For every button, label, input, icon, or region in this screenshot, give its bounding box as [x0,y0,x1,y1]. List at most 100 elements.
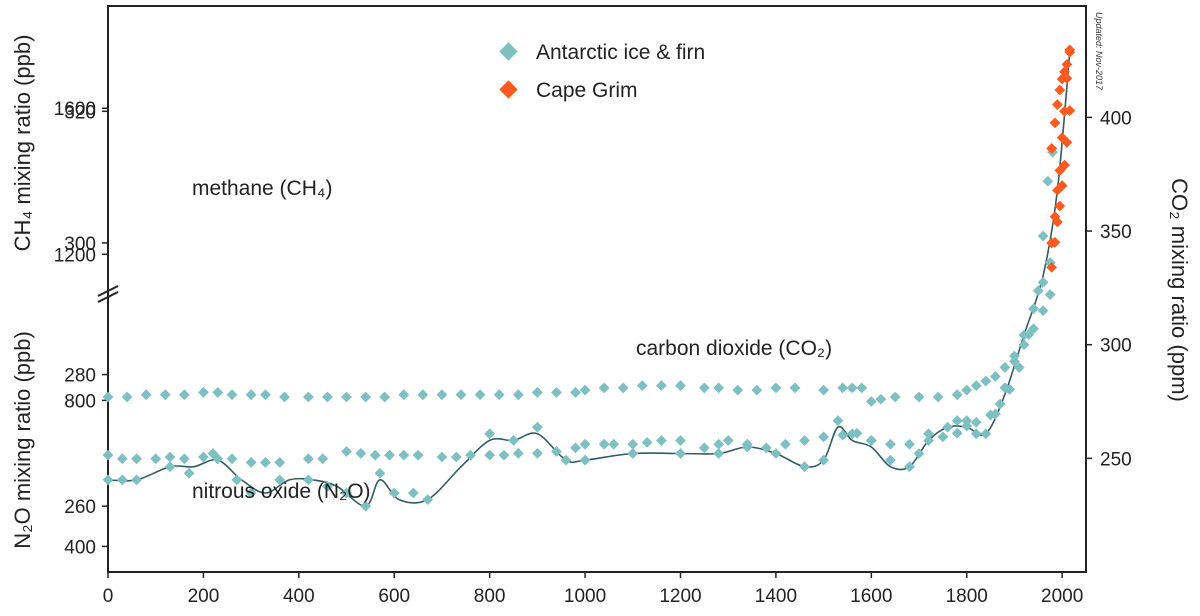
ice-co2-point [837,382,849,394]
series-label-ch4: methane (CH₄) [192,177,332,200]
ice-co2-point [818,384,830,396]
ice-co2-point [913,391,925,403]
n2o-trend-line [107,52,1071,507]
ice-co2-point [455,389,467,401]
ice-ch4-point [226,453,238,465]
ice-co2-point [512,389,524,401]
x-tick-label: 1000 [564,586,606,607]
n2o-axis-label: N₂O mixing ratio (ppb) [10,331,35,549]
ice-ch4-point [698,442,710,454]
ice-ch4-point [641,436,653,448]
ice-co2-point [636,380,648,392]
ice-co2-point [1044,289,1056,301]
ice-co2-point [102,391,114,403]
ice-ch4-point [579,438,591,450]
x-tick-label: 1600 [850,586,892,607]
ice-co2-point [598,382,610,394]
ice-n2o-point [951,415,963,427]
ice-co2-point [1037,305,1049,316]
ice-n2o-point [341,487,352,499]
ice-co2-point [846,382,858,394]
ice-n2o-point [980,428,992,440]
x-tick-label: 0 [103,586,114,607]
ice-ch4-point [780,438,791,450]
cape-grim-co2-point [1061,136,1073,148]
axis-break-mark [97,285,119,303]
cape-grim-n2o-point [1059,105,1070,117]
ice-ch4-point [450,451,462,463]
ice-ch4-point [131,453,143,465]
ice-ch4-point [598,438,610,450]
ch4-tick-label: 400 [64,537,96,558]
ice-ch4-point [164,451,176,463]
ice-co2-point [865,396,877,407]
ice-co2-point [226,389,238,401]
ice-n2o-point [770,448,782,459]
co2-tick-label: 250 [1100,449,1132,470]
ice-ch4-point [970,416,982,428]
ice-n2o-point [560,454,572,466]
ice-n2o-point [422,494,434,506]
ice-n2o-point [1009,355,1020,367]
n2o-tick-label: 260 [64,497,96,518]
ice-ch4-point [150,453,162,465]
ice-co2-point [159,389,171,401]
ice-n2o-point [388,487,400,499]
plot-frame [107,5,1087,573]
ice-co2-point [999,362,1011,373]
ice-n2o-point [274,474,286,486]
ice-n2o-point [832,415,844,427]
ice-co2-point [970,380,982,392]
ice-ch4-point [260,457,271,468]
ice-n2o-point [627,448,639,459]
ice-co2-point [675,380,686,392]
n2o-tick-label: 280 [64,366,96,387]
series-label-co2: carbon dioxide (CO₂) [636,337,832,360]
ice-co2-point [212,387,224,398]
ice-co2-point [178,389,190,401]
ice-ch4-point [274,457,286,468]
cape-grim-n2o-point [1046,237,1058,249]
ice-co2-point [360,391,372,403]
ice-n2o-point [865,434,877,446]
cape-grim-co2-point [1054,200,1066,212]
ice-ch4-point [994,398,1006,410]
ice-n2o-point [970,428,982,440]
ice-co2-point [617,382,629,394]
ice-n2o-point [508,434,519,446]
ice-n2o-point [942,421,954,433]
ice-ch4-point [341,446,352,457]
ice-n2o-point [360,500,372,512]
ice-co2-point [551,387,562,398]
ice-co2-point [656,380,667,392]
ice-ch4-point [384,449,395,461]
ice-n2o-point [322,481,333,492]
ice-co2-point [245,389,257,401]
co2-axis-ticks: 250 300 350 400 [1086,108,1132,470]
ice-ch4-point [102,449,114,461]
cape-grim-co2-point [1046,262,1058,273]
ch4-tick-label: 800 [64,391,96,412]
ice-n2o-point [531,421,543,433]
ice-co2-point [789,382,801,394]
ice-co2-point [398,389,410,401]
ice-ch4-point [302,453,314,465]
ice-n2o-point [1037,277,1049,288]
ice-co2-point [198,387,209,398]
ice-co2-point [732,384,744,396]
cape-grim-ch4-point [1051,99,1063,110]
x-tick-label: 1400 [755,586,797,607]
ice-n2o-point [116,474,128,486]
ice-co2-point [932,391,944,403]
ice-ch4-point [317,453,329,465]
cape-grim-n2o-point [1054,165,1066,176]
ch4-tick-label: 1200 [54,245,96,266]
ice-ch4-point [484,449,496,461]
x-axis-ticks: 0 200 400 600 800 1000 1200 1400 1600 1800 2000 [103,572,1083,607]
ice-n2o-point [407,487,419,499]
ice-ch4-point [1042,175,1054,187]
ice-ch4-point [937,431,949,443]
ice-n2o-point [207,448,219,459]
ice-n2o-point [741,441,753,453]
